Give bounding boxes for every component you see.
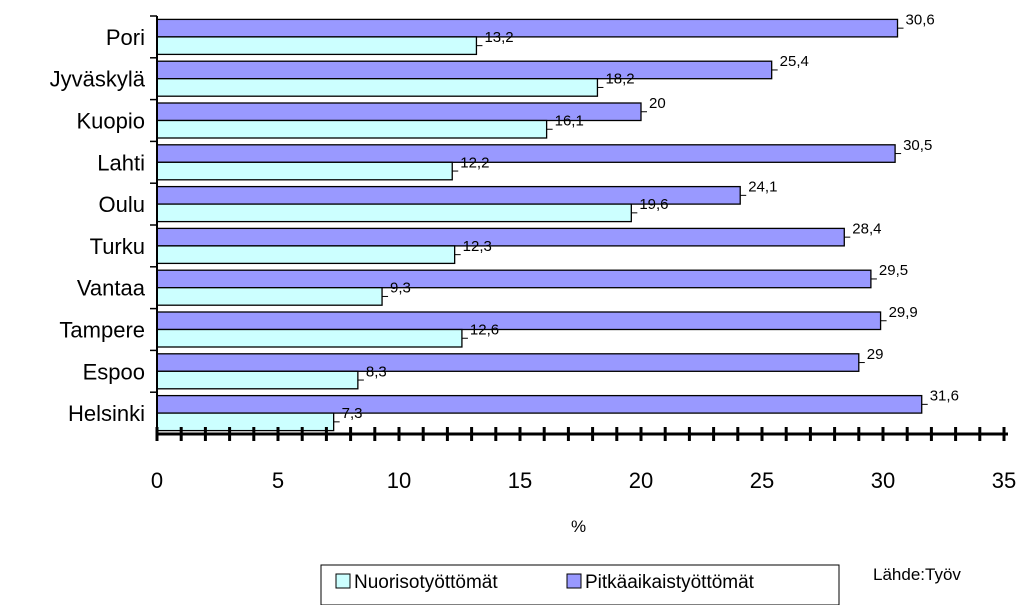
x-tick-label-30: 30: [871, 468, 895, 493]
data-label-pitkaaikaistyottomat-oulu: 24,1: [748, 179, 777, 196]
bar-pitkaaikaistyottomat-espoo: [156, 353, 860, 372]
category-label-lahti: Lahti: [97, 150, 145, 175]
legend-swatch-pitkaaikaistyottomat: [566, 573, 582, 589]
x-tick-label-20: 20: [629, 468, 653, 493]
bar-nuorisotyottomat-tampere: [156, 328, 463, 348]
data-label-nuorisotyottomat-vantaa: 9,3: [390, 280, 411, 297]
source-note: Lähde:Työv: [873, 565, 961, 584]
category-label-pori: Pori: [106, 25, 145, 50]
bar-nuorisotyottomat-lahti: [156, 161, 453, 181]
bar-nuorisotyottomat-vantaa: [156, 287, 383, 306]
x-tick-label-5: 5: [272, 468, 284, 493]
category-label-vantaa: Vantaa: [77, 276, 146, 301]
x-tick-label-15: 15: [508, 468, 532, 493]
bar-nuorisotyottomat-helsinki: [156, 412, 335, 432]
data-labels-layer: 30,6 13,2 25,4 18,2 20 16,1 30,5 12,2 24,1 19,6 28…: [333, 11, 959, 423]
bar-pitkaaikaistyottomat-vantaa: [156, 269, 872, 289]
bar-nuorisotyottomat-jyvaskyla: [156, 78, 599, 97]
bar-pitkaaikaistyottomat-pori: [156, 18, 899, 38]
data-label-nuorisotyottomat-helsinki: 7,3: [342, 405, 363, 422]
bar-nuorisotyottomat-turku: [156, 245, 456, 265]
data-label-pitkaaikaistyottomat-turku: 28,4: [852, 220, 881, 237]
data-label-nuorisotyottomat-jyvaskyla: 18,2: [605, 71, 634, 88]
data-label-nuorisotyottomat-oulu: 19,6: [639, 196, 668, 213]
x-tick-label-0: 0: [151, 468, 163, 493]
x-tick-label-35: 35: [992, 468, 1016, 493]
category-label-oulu: Oulu: [99, 192, 145, 217]
bar-nuorisotyottomat-espoo: [156, 370, 359, 390]
data-label-nuorisotyottomat-lahti: 12,2: [460, 154, 489, 171]
data-label-pitkaaikaistyottomat-kuopio: 20: [649, 95, 666, 112]
x-tick-label-25: 25: [750, 468, 774, 493]
category-label-turku: Turku: [90, 234, 145, 259]
x-tick-label-10: 10: [387, 468, 411, 493]
x-axis-title: %: [571, 517, 586, 536]
x-tick-labels: 0 5 10 15 20 25 30 35: [151, 468, 1016, 493]
category-label-kuopio: Kuopio: [76, 109, 145, 134]
category-label-helsinki: Helsinki: [68, 401, 145, 426]
data-label-pitkaaikaistyottomat-jyvaskyla: 25,4: [780, 53, 809, 70]
x-axis-ticks: [155, 427, 1006, 441]
y-axis-ticks: [150, 15, 157, 393]
data-label-nuorisotyottomat-tampere: 12,6: [470, 322, 499, 339]
data-label-pitkaaikaistyottomat-lahti: 30,5: [903, 137, 932, 154]
category-label-espoo: Espoo: [83, 359, 145, 384]
legend-label-pitkaaikaistyottomat: Pitkäaikaistyöttömät: [585, 572, 755, 593]
bar-pitkaaikaistyottomat-jyvaskyla: [156, 60, 773, 80]
data-label-nuorisotyottomat-kuopio: 16,1: [555, 113, 584, 130]
data-label-pitkaaikaistyottomat-vantaa: 29,5: [879, 262, 908, 279]
category-label-jyvaskyla: Jyväskylä: [50, 67, 146, 92]
bar-nuorisotyottomat-oulu: [156, 203, 632, 223]
legend-swatch-nuorisotyottomat: [335, 573, 351, 589]
data-label-pitkaaikaistyottomat-pori: 30,6: [906, 11, 935, 28]
legend-label-nuorisotyottomat: Nuorisotyöttömät: [354, 572, 498, 593]
data-label-pitkaaikaistyottomat-espoo: 29: [867, 346, 884, 363]
bars-layer: [156, 18, 923, 432]
data-label-nuorisotyottomat-turku: 12,3: [463, 238, 492, 255]
category-labels: Pori Jyväskylä Kuopio Lahti Oulu Turku Vantaa T…: [50, 25, 146, 426]
data-label-pitkaaikaistyottomat-helsinki: 31,6: [930, 388, 959, 405]
bar-pitkaaikaistyottomat-turku: [156, 227, 845, 247]
data-label-nuorisotyottomat-pori: 13,2: [484, 29, 513, 46]
bar-nuorisotyottomat-kuopio: [156, 119, 548, 139]
legend: Nuorisotyöttömät Pitkäaikaistyöttömät: [320, 564, 840, 605]
data-label-nuorisotyottomat-espoo: 8,3: [366, 363, 387, 380]
bar-pitkaaikaistyottomat-tampere: [156, 311, 882, 331]
bar-pitkaaikaistyottomat-lahti: [156, 144, 896, 163]
bar-pitkaaikaistyottomat-helsinki: [156, 394, 923, 414]
data-label-pitkaaikaistyottomat-tampere: 29,9: [889, 304, 918, 321]
category-label-tampere: Tampere: [59, 318, 145, 343]
bar-nuorisotyottomat-pori: [156, 36, 478, 56]
